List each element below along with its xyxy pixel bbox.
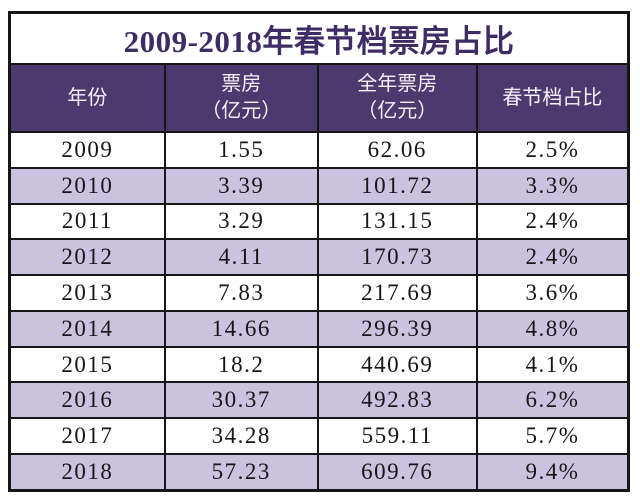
title-row: 2009-2018年春节档票房占比 xyxy=(8,11,630,65)
table-row: 2013 7.83 217.69 3.6% xyxy=(8,274,630,312)
table-row: 2011 3.29 131.15 2.4% xyxy=(8,202,630,241)
cell-share: 4.1% xyxy=(475,345,630,384)
header-line: （亿元） xyxy=(357,100,438,122)
cell-festival-box-office: 18.2 xyxy=(163,345,319,384)
table-row: 2018 57.23 609.76 9.4% xyxy=(8,453,630,492)
cell-festival-box-office: 14.66 xyxy=(163,309,319,348)
cell-annual-box-office: 170.73 xyxy=(316,238,478,277)
cell-annual-box-office: 492.83 xyxy=(316,381,478,420)
col-header-annual-box-office: 全年票房 （亿元） xyxy=(316,63,478,133)
cell-festival-box-office: 4.11 xyxy=(163,238,319,277)
header-line: 全年票房 xyxy=(357,73,438,95)
cell-festival-box-office: 57.23 xyxy=(163,453,319,492)
table-row: 2014 14.66 296.39 4.8% xyxy=(8,309,630,348)
table-row: 2012 4.11 170.73 2.4% xyxy=(8,238,630,277)
box-office-table-figure: 2009-2018年春节档票房占比 年份 票房 （亿元） 全年票房 （亿元） 春… xyxy=(8,11,630,492)
cell-year: 2014 xyxy=(8,309,166,348)
cell-year: 2015 xyxy=(8,345,166,384)
cell-festival-box-office: 3.29 xyxy=(163,202,319,241)
cell-year: 2012 xyxy=(8,238,166,277)
table-row: 2016 30.37 492.83 6.2% xyxy=(8,381,630,420)
cell-festival-box-office: 34.28 xyxy=(163,417,319,456)
cell-annual-box-office: 131.15 xyxy=(316,202,478,241)
cell-year: 2013 xyxy=(8,274,166,312)
cell-year: 2010 xyxy=(8,166,166,205)
table-row: 2010 3.39 101.72 3.3% xyxy=(8,166,630,205)
cell-festival-box-office: 3.39 xyxy=(163,166,319,205)
cell-annual-box-office: 62.06 xyxy=(316,131,478,169)
cell-share: 2.5% xyxy=(475,131,630,169)
cell-share: 2.4% xyxy=(475,202,630,241)
col-header-year: 年份 xyxy=(8,63,166,133)
cell-year: 2017 xyxy=(8,417,166,456)
cell-year: 2016 xyxy=(8,381,166,420)
cell-share: 5.7% xyxy=(475,417,630,456)
cell-festival-box-office: 30.37 xyxy=(163,381,319,420)
box-office-table: 2009-2018年春节档票房占比 年份 票房 （亿元） 全年票房 （亿元） 春… xyxy=(8,11,630,492)
cell-annual-box-office: 101.72 xyxy=(316,166,478,205)
table-title: 2009-2018年春节档票房占比 xyxy=(8,11,630,65)
header-line: 票房 xyxy=(221,73,262,95)
cell-year: 2009 xyxy=(8,131,166,169)
cell-share: 6.2% xyxy=(475,381,630,420)
header-line: 春节档占比 xyxy=(502,86,603,109)
header-row: 年份 票房 （亿元） 全年票房 （亿元） 春节档占比 xyxy=(8,63,630,133)
cell-year: 2011 xyxy=(8,202,166,241)
col-header-share: 春节档占比 xyxy=(475,63,630,133)
cell-share: 2.4% xyxy=(475,238,630,277)
cell-annual-box-office: 217.69 xyxy=(316,274,478,312)
cell-annual-box-office: 440.69 xyxy=(316,345,478,384)
col-header-festival-box-office: 票房 （亿元） xyxy=(163,63,319,133)
cell-festival-box-office: 7.83 xyxy=(163,274,319,312)
cell-share: 3.6% xyxy=(475,274,630,312)
cell-annual-box-office: 296.39 xyxy=(316,309,478,348)
cell-annual-box-office: 559.11 xyxy=(316,417,478,456)
cell-share: 9.4% xyxy=(475,453,630,492)
cell-share: 4.8% xyxy=(475,309,630,348)
cell-share: 3.3% xyxy=(475,166,630,205)
table-row: 2017 34.28 559.11 5.7% xyxy=(8,417,630,456)
header-line: 年份 xyxy=(67,86,108,109)
table-row: 2009 1.55 62.06 2.5% xyxy=(8,131,630,169)
table-row: 2015 18.2 440.69 4.1% xyxy=(8,345,630,384)
header-line: （亿元） xyxy=(201,100,282,122)
cell-festival-box-office: 1.55 xyxy=(163,131,319,169)
cell-annual-box-office: 609.76 xyxy=(316,453,478,492)
cell-year: 2018 xyxy=(8,453,166,492)
